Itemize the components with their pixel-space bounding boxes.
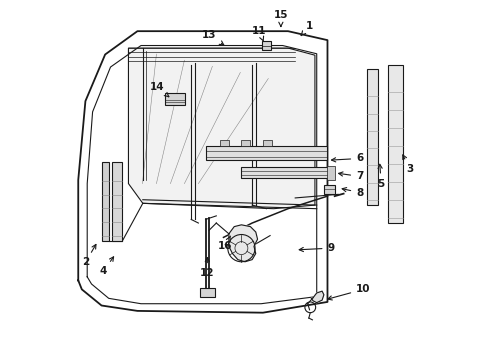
Bar [367, 69, 378, 205]
Bar [262, 41, 271, 50]
Bar [220, 140, 229, 146]
Polygon shape [128, 48, 315, 209]
Bar [200, 288, 215, 297]
Text: 3: 3 [403, 155, 414, 174]
Text: 11: 11 [252, 26, 267, 41]
Text: 12: 12 [200, 257, 215, 278]
Bar [327, 166, 335, 180]
Bar [389, 65, 403, 223]
Polygon shape [229, 225, 258, 262]
Text: 4: 4 [99, 257, 114, 276]
Text: 2: 2 [82, 244, 96, 267]
Text: 7: 7 [339, 171, 364, 181]
Text: 6: 6 [332, 153, 364, 163]
Bar [101, 162, 109, 241]
Bar [112, 162, 122, 241]
Text: 15: 15 [273, 10, 288, 26]
Text: 1: 1 [301, 21, 313, 36]
Bar [324, 185, 335, 194]
Text: 9: 9 [299, 243, 335, 253]
Bar [205, 146, 327, 160]
Polygon shape [311, 291, 324, 303]
Bar [166, 93, 185, 105]
Text: 8: 8 [342, 188, 364, 198]
Text: 14: 14 [150, 82, 169, 97]
Text: 5: 5 [378, 164, 385, 189]
Bar [242, 140, 250, 146]
Bar [263, 140, 272, 146]
Text: 16: 16 [218, 236, 233, 251]
Text: 13: 13 [202, 30, 224, 45]
Bar [242, 167, 331, 178]
Text: 10: 10 [328, 284, 370, 300]
